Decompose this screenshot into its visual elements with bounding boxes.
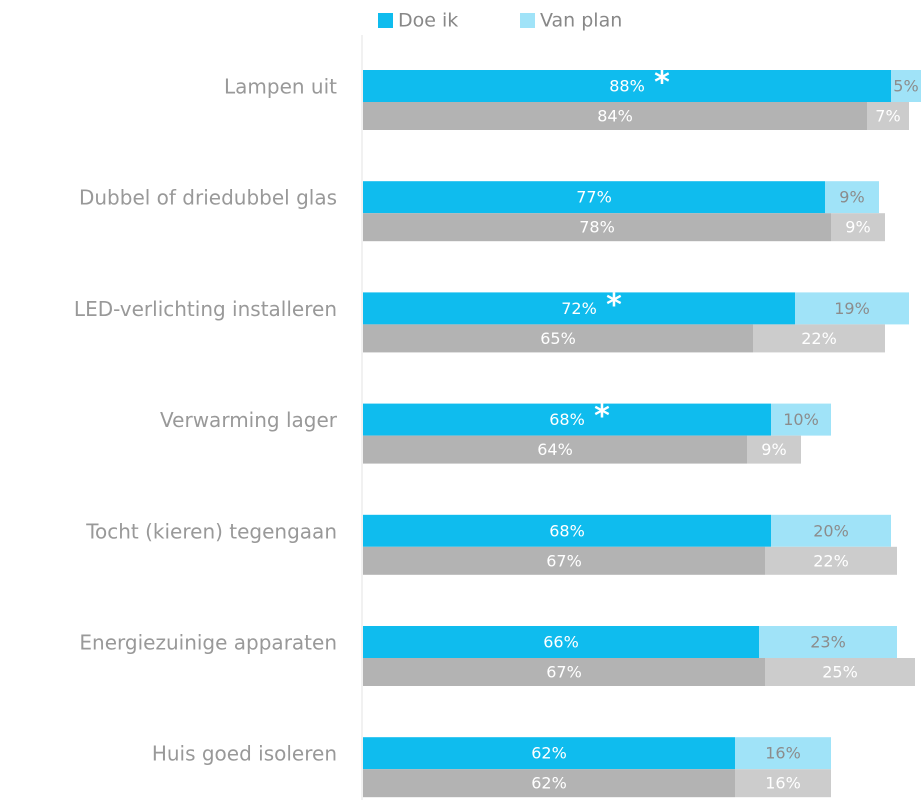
value-label: 77% [576, 188, 612, 207]
bar-segment [735, 737, 831, 770]
bar-segment [363, 626, 759, 658]
category-label: Dubbel of driedubbel glas [79, 186, 337, 210]
bar-segment [363, 181, 825, 214]
bar-segment [363, 102, 867, 130]
category-label: Verwarming lager [160, 408, 338, 432]
value-label: 19% [834, 299, 870, 318]
category-label: Huis goed isoleren [152, 742, 337, 766]
legend-swatch [378, 13, 393, 28]
bar-segment [363, 70, 891, 102]
bar-segment [363, 769, 735, 798]
value-label: 25% [822, 663, 858, 682]
value-label: 5% [893, 77, 918, 96]
bar-segment [363, 546, 765, 575]
value-label: 9% [845, 218, 870, 237]
bar-segment [747, 435, 801, 464]
bar-segment [363, 324, 753, 353]
value-label: 72% [561, 299, 597, 318]
value-label: 68% [549, 410, 585, 429]
category-label: Tocht (kieren) tegengaan [85, 519, 337, 543]
annotation: * [654, 66, 670, 101]
bar-segment [363, 658, 765, 686]
bar-segment [825, 181, 879, 214]
bar-segment [771, 514, 891, 547]
value-label: 16% [765, 774, 801, 793]
bar-segment [765, 546, 897, 575]
legend-label: Van plan [540, 10, 622, 32]
value-label: 23% [810, 633, 846, 652]
value-label: 7% [875, 107, 900, 126]
bar-segment [771, 403, 831, 436]
category-label: Lampen uit [224, 75, 337, 99]
value-label: 20% [813, 521, 849, 540]
value-label: 62% [531, 774, 567, 793]
category-label: LED-verlichting installeren [74, 297, 337, 321]
legend-swatch [520, 13, 535, 28]
value-label: 10% [783, 410, 819, 429]
category-label: Energiezuinige apparaten [79, 631, 337, 655]
value-label: 66% [543, 633, 579, 652]
bar-segment [753, 324, 885, 353]
value-label: 84% [597, 107, 633, 126]
value-label: 67% [546, 663, 582, 682]
value-label: 16% [765, 744, 801, 763]
bar-segment [363, 403, 771, 436]
value-label: 22% [801, 329, 837, 348]
value-label: 62% [531, 744, 567, 763]
value-label: 64% [537, 440, 573, 459]
value-label: 9% [761, 440, 786, 459]
bar-segment [735, 769, 831, 798]
bar-segment [363, 435, 747, 464]
legend-label: Doe ik [398, 10, 458, 32]
bar-segment [765, 658, 915, 686]
bar-segment [363, 213, 831, 242]
bar-segment [831, 213, 885, 242]
value-label: 78% [579, 218, 615, 237]
bar-segment [363, 292, 795, 325]
bar-segment [795, 292, 909, 325]
bar-segment [759, 626, 897, 658]
value-label: 68% [549, 521, 585, 540]
bar-segment [867, 102, 909, 130]
value-label: 22% [813, 551, 849, 570]
value-label: 65% [540, 329, 576, 348]
value-label: 9% [839, 188, 864, 207]
annotation: * [594, 399, 610, 434]
value-label: 88% [609, 77, 645, 96]
bar-segment [363, 737, 735, 770]
bar-segment [891, 70, 921, 102]
bar-segment [363, 514, 771, 547]
annotation: * [606, 288, 622, 323]
value-label: 67% [546, 551, 582, 570]
